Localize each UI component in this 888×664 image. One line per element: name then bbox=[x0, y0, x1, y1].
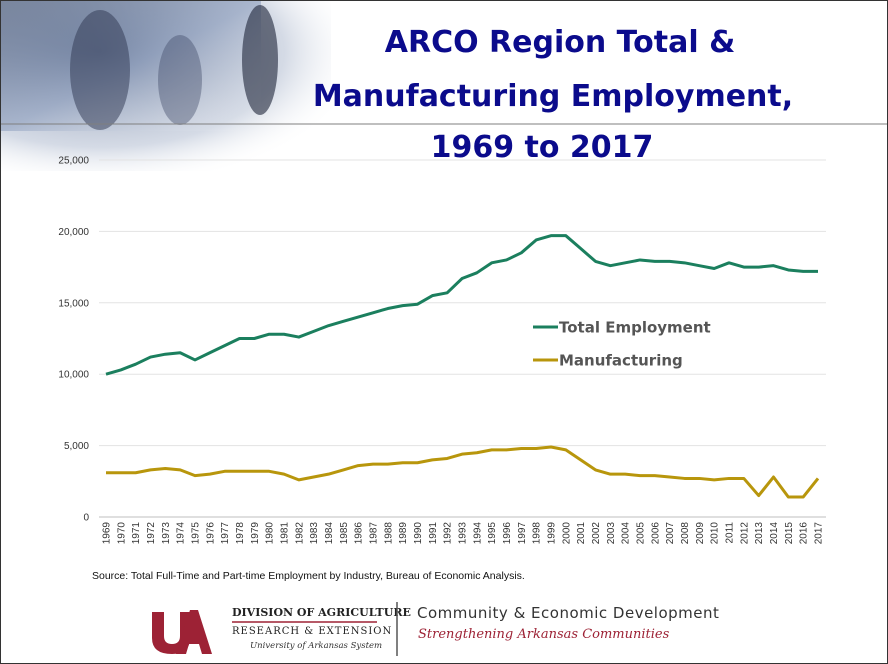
x-tick-label: 1985 bbox=[339, 522, 350, 545]
x-tick-label: 1986 bbox=[354, 522, 365, 545]
x-tick-label: 1988 bbox=[383, 522, 394, 545]
x-tick-label: 1974 bbox=[176, 522, 187, 545]
x-tick-label: 1998 bbox=[532, 522, 543, 545]
x-tick-label: 1992 bbox=[443, 522, 454, 545]
y-tick-label: 0 bbox=[83, 513, 89, 524]
x-tick-label: 1980 bbox=[265, 522, 276, 545]
y-tick-label: 10,000 bbox=[58, 370, 89, 381]
program-text: Community & Economic Development bbox=[417, 604, 719, 622]
y-tick-label: 15,000 bbox=[58, 298, 89, 309]
x-tick-label: 2000 bbox=[561, 522, 572, 545]
x-tick-label: 2004 bbox=[621, 522, 632, 545]
x-tick-label: 1977 bbox=[220, 522, 231, 545]
x-tick-label: 1978 bbox=[235, 522, 246, 545]
x-tick-label: 1975 bbox=[191, 522, 202, 545]
x-tick-label: 1984 bbox=[324, 522, 335, 545]
x-tick-label: 1971 bbox=[131, 522, 142, 545]
source-note: Source: Total Full-Time and Part-time Em… bbox=[92, 570, 525, 582]
x-tick-label: 1982 bbox=[294, 522, 305, 545]
chart-title: Manufacturing Employment, bbox=[313, 79, 793, 114]
x-tick-label: 1973 bbox=[161, 522, 172, 545]
x-tick-label: 1969 bbox=[102, 522, 113, 545]
x-tick-label: 2010 bbox=[710, 522, 721, 545]
x-tick-label: 1972 bbox=[146, 522, 157, 545]
x-tick-label: 2006 bbox=[650, 522, 661, 545]
x-tick-label: 2003 bbox=[606, 522, 617, 545]
x-tick-label: 2012 bbox=[739, 522, 750, 545]
legend-label: Manufacturing bbox=[559, 352, 683, 370]
system-text: University of Arkansas System bbox=[250, 641, 382, 651]
x-tick-label: 2011 bbox=[725, 522, 736, 544]
x-tick-label: 1976 bbox=[205, 522, 216, 545]
x-tick-label: 1983 bbox=[309, 522, 320, 545]
x-tick-label: 2007 bbox=[665, 522, 676, 545]
legend-label: Total Employment bbox=[559, 319, 711, 337]
y-tick-label: 5,000 bbox=[64, 441, 89, 452]
x-tick-label: 2014 bbox=[769, 522, 780, 545]
x-tick-label: 1970 bbox=[116, 522, 127, 545]
slide: ARCO Region Total & Manufacturing Employ… bbox=[0, 0, 888, 664]
x-tick-label: 1981 bbox=[280, 522, 291, 545]
x-tick-label: 2002 bbox=[591, 522, 602, 545]
x-tick-label: 1999 bbox=[547, 522, 558, 545]
tagline-text: Strengthening Arkansas Communities bbox=[418, 627, 670, 642]
x-tick-label: 2001 bbox=[576, 522, 587, 545]
y-tick-label: 25,000 bbox=[58, 156, 89, 167]
x-tick-label: 1993 bbox=[458, 522, 469, 545]
x-tick-label: 2013 bbox=[754, 522, 765, 545]
x-tick-label: 1979 bbox=[250, 522, 261, 545]
division-text: DIVISION OF AGRICULTURE bbox=[232, 606, 411, 619]
x-tick-label: 2009 bbox=[695, 522, 706, 545]
x-tick-label: 2016 bbox=[799, 522, 810, 545]
x-tick-label: 1997 bbox=[517, 522, 528, 545]
y-tick-label: 20,000 bbox=[58, 227, 89, 238]
x-tick-label: 1996 bbox=[502, 522, 513, 545]
chart-title: ARCO Region Total & bbox=[385, 25, 735, 60]
x-tick-label: 2005 bbox=[636, 522, 647, 545]
x-tick-label: 1990 bbox=[413, 522, 424, 545]
x-tick-label: 1995 bbox=[487, 522, 498, 545]
header-photo bbox=[1, 1, 331, 171]
x-tick-label: 2008 bbox=[680, 522, 691, 545]
x-tick-label: 1991 bbox=[428, 522, 439, 545]
x-tick-label: 1987 bbox=[369, 522, 380, 545]
research-text: RESEARCH & EXTENSION bbox=[232, 626, 392, 637]
x-tick-label: 1994 bbox=[472, 522, 483, 545]
x-tick-label: 2015 bbox=[784, 522, 795, 545]
x-tick-label: 1989 bbox=[398, 522, 409, 545]
x-tick-label: 2017 bbox=[814, 522, 825, 545]
